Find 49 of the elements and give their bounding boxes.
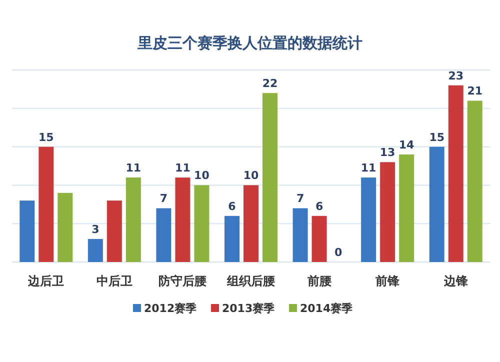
x-tick-label: 防守后腰 (158, 274, 207, 288)
x-tick-label: 前锋 (374, 274, 401, 288)
bar (38, 146, 54, 262)
data-label: 7 (160, 192, 168, 206)
x-tick-label: 边后卫 (27, 274, 64, 288)
data-label: 7 (296, 192, 304, 206)
data-label: 10 (243, 169, 259, 182)
x-tick-label: 组织后腰 (226, 274, 275, 288)
bar (126, 178, 141, 262)
data-label: 14 (398, 138, 415, 152)
data-label: 3 (92, 222, 100, 236)
data-label: 10 (194, 169, 210, 182)
data-label: 6 (228, 200, 236, 213)
bar (399, 154, 414, 262)
legend-label: 2012赛季 (144, 302, 198, 315)
data-label: 13 (380, 146, 396, 160)
x-tick-label: 前腰 (306, 274, 332, 288)
bar (448, 85, 464, 262)
legend-label: 2014赛季 (300, 302, 354, 315)
x-tick-label: 边锋 (442, 274, 469, 288)
data-label: 0 (334, 246, 342, 259)
bar (429, 146, 444, 262)
bar (156, 208, 172, 262)
bar (380, 162, 396, 262)
bar (175, 178, 190, 262)
bar (194, 185, 210, 262)
data-label: 15 (429, 130, 445, 144)
bar (58, 192, 73, 262)
data-label: 11 (360, 162, 376, 175)
legend-label: 2013赛季 (222, 302, 276, 315)
bar (244, 185, 258, 262)
data-label: 23 (448, 69, 464, 82)
bar (224, 216, 240, 262)
data-label: 11 (175, 162, 190, 175)
bar (88, 238, 103, 262)
bar (312, 216, 327, 262)
x-tick-label: 中后卫 (96, 274, 132, 288)
chart-title: 里皮三个赛季换人位置的数据统计 (136, 34, 362, 52)
bar (292, 208, 308, 262)
bar (262, 93, 278, 262)
bar (361, 178, 376, 262)
bar (106, 200, 122, 262)
data-label: 22 (262, 77, 278, 90)
data-label: 21 (467, 84, 483, 98)
data-label: 15 (38, 130, 54, 144)
data-label: 6 (315, 200, 324, 213)
data-label: 11 (126, 162, 142, 175)
bar (467, 100, 482, 262)
bar (20, 200, 35, 262)
